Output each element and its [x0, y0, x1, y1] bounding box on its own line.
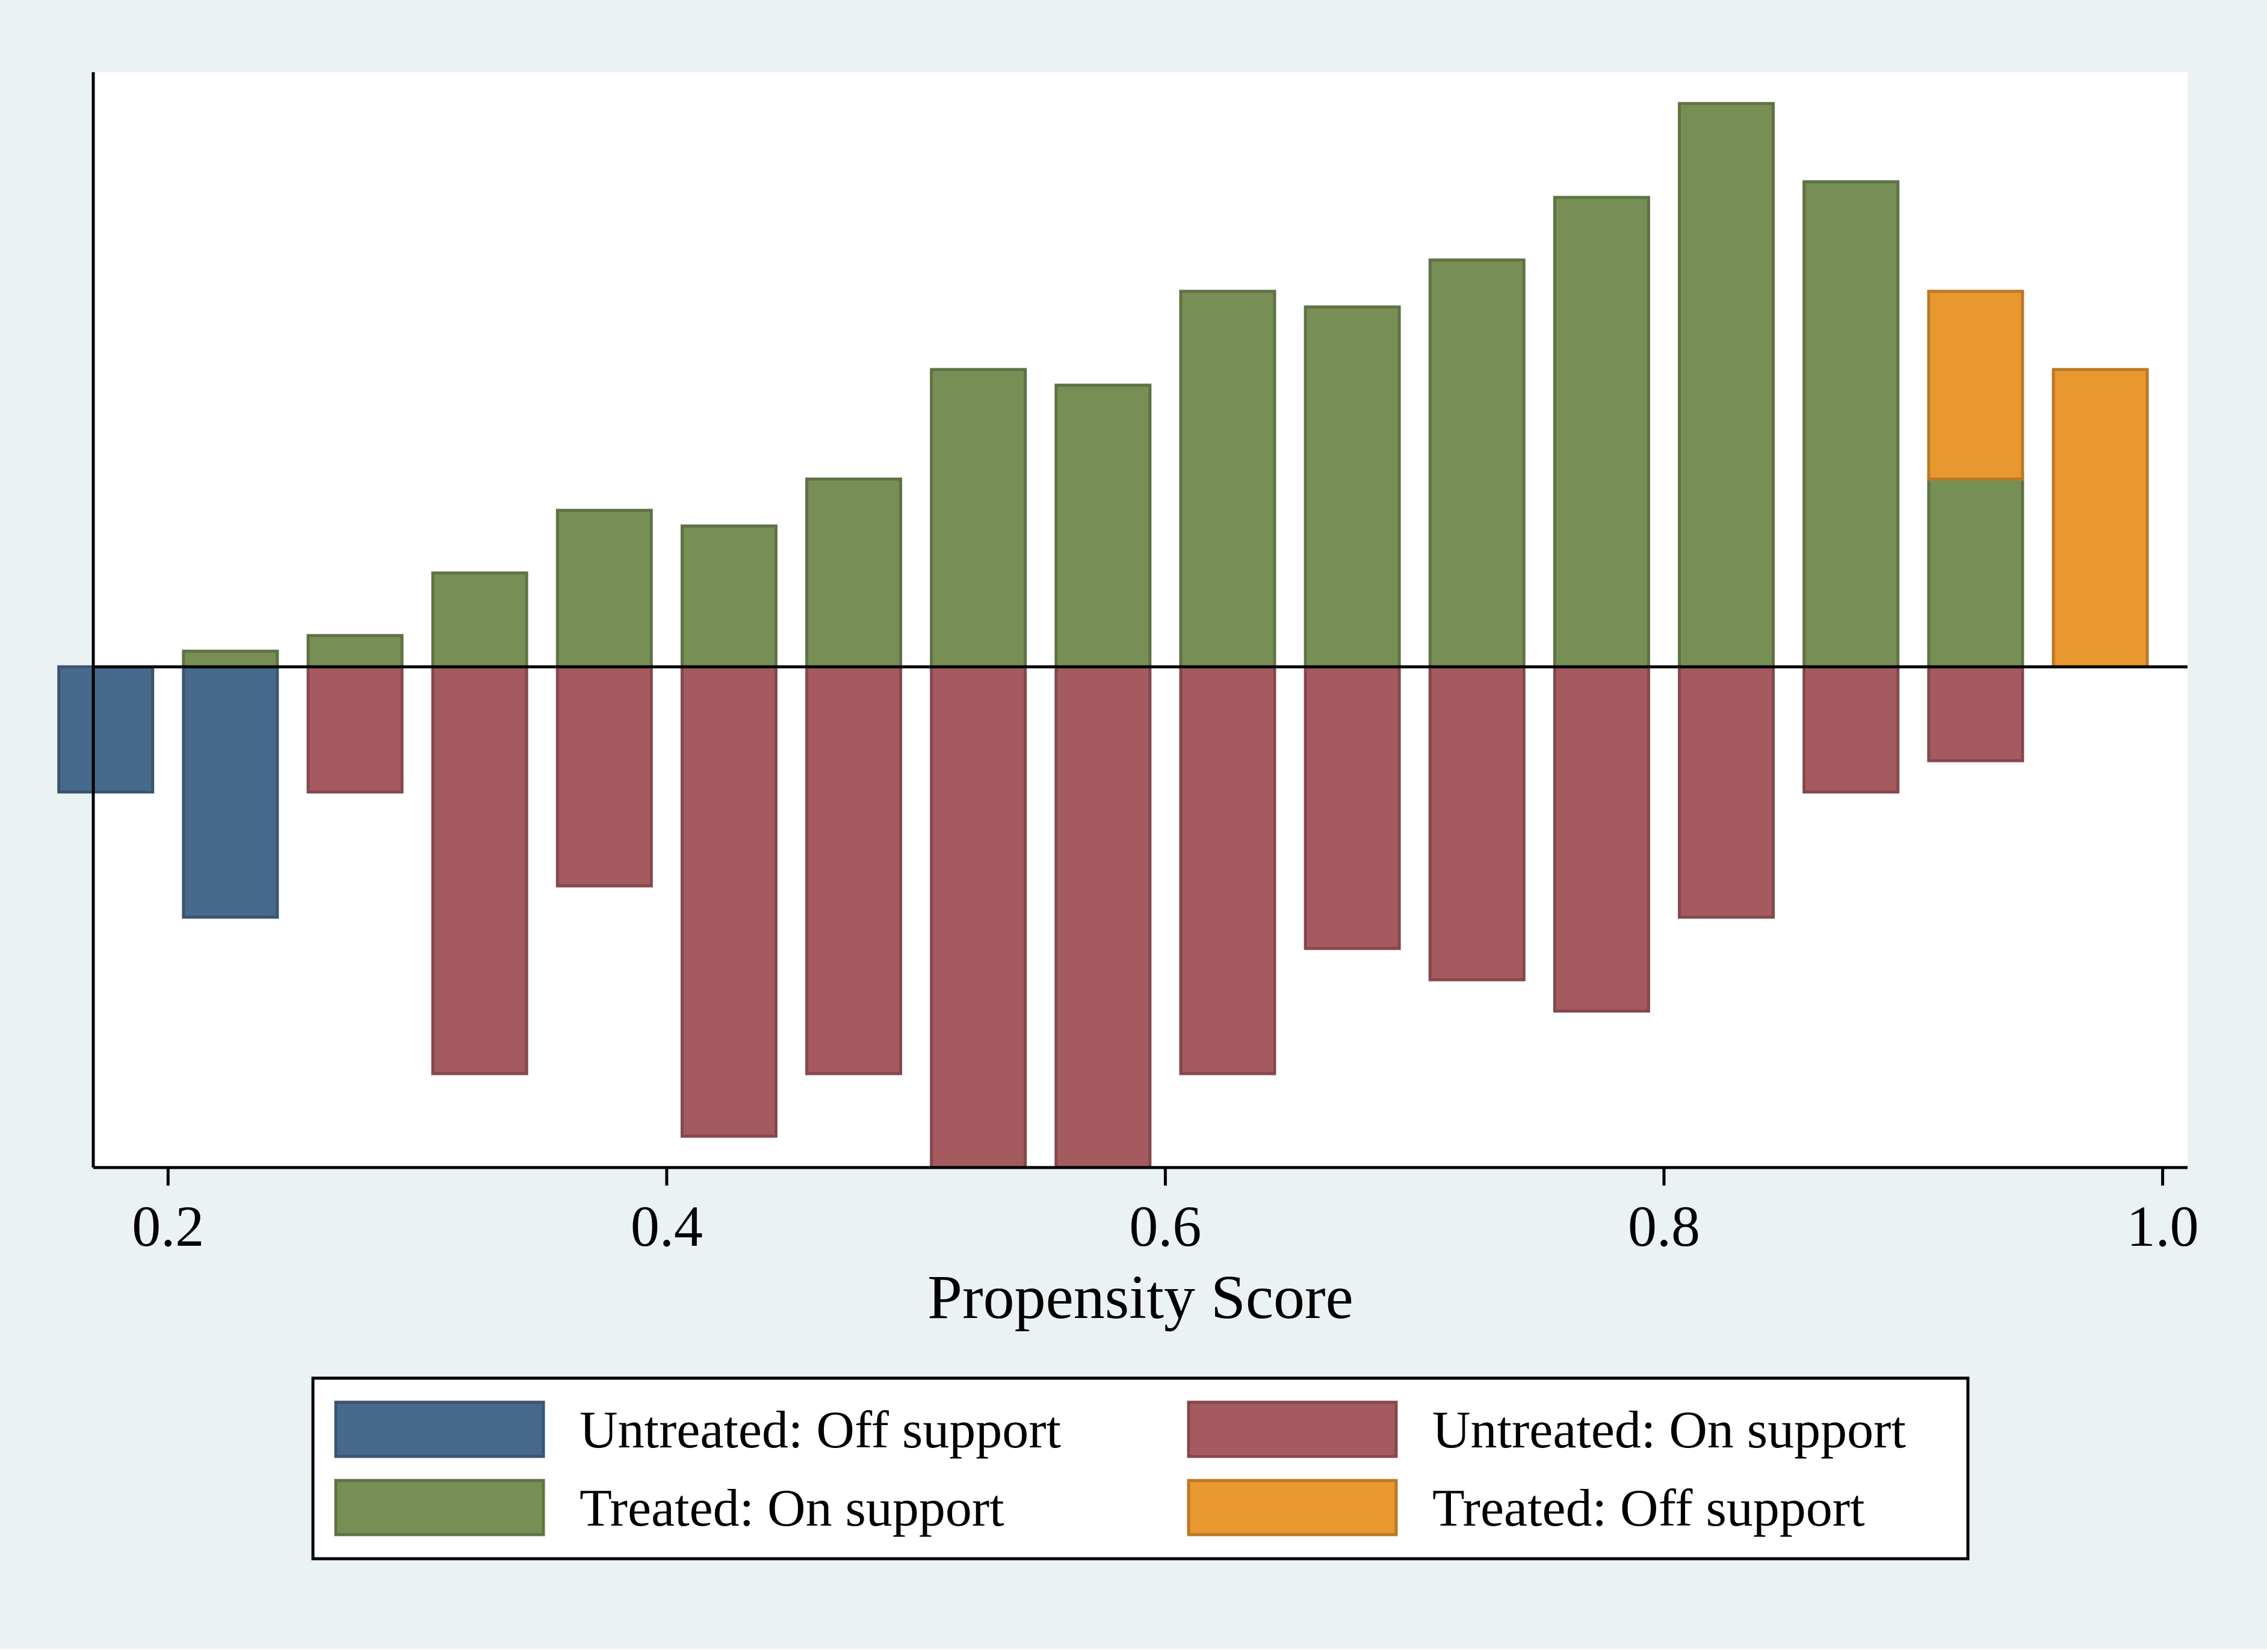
legend-label-treated-off-support: Treated: Off support: [1432, 1479, 1865, 1538]
x-tick-label: 1.0: [2127, 1194, 2199, 1258]
legend-swatch-treated-on-support: [334, 1479, 545, 1536]
bar-untreated-on-support-9: [1179, 665, 1276, 1075]
bar-untreated-off-support-1: [182, 665, 279, 919]
x-tick-label: 0.4: [631, 1194, 703, 1258]
bar-untreated-on-support-10: [1304, 665, 1401, 950]
bar-untreated-on-support-6: [805, 665, 903, 1075]
bar-treated-on-support-10: [1304, 305, 1401, 669]
legend-swatch-untreated-on-support: [1187, 1400, 1398, 1458]
bar-treated-on-support-14: [1802, 180, 1900, 669]
bar-treated-on-support-8: [1054, 383, 1152, 669]
x-tick-label: 0.2: [132, 1194, 204, 1258]
bar-untreated-on-support-14: [1802, 665, 1900, 794]
bar-treated-on-support-2: [306, 634, 404, 669]
plot-region: 0.2 0.4 0.6 0.8 1.0: [57, 72, 2199, 1258]
bar-treated-on-support-5: [680, 524, 778, 669]
legend-box: [311, 1376, 1970, 1561]
legend-label-treated-on-support: Treated: On support: [580, 1479, 1004, 1538]
bar-untreated-off-support-0: [57, 665, 155, 794]
bar-untreated-on-support-13: [1678, 665, 1775, 919]
bar-untreated-on-support-4: [555, 665, 653, 888]
legend-label-untreated-off-support: Untreated: Off support: [580, 1401, 1061, 1459]
bar-untreated-on-support-7: [930, 665, 1027, 1169]
bar-untreated-on-support-2: [306, 665, 404, 794]
bar-treated-on-support-12: [1553, 196, 1650, 669]
bar-treated-on-support-3: [431, 571, 528, 669]
bar-untreated-on-support-8: [1054, 665, 1152, 1169]
legend-entries: Untreated: Off support Untreated: On supp…: [334, 1400, 1906, 1538]
bar-treated-off-support-15: [1927, 289, 2024, 481]
bar-treated-on-support-6: [805, 477, 903, 669]
bar-untreated-on-support-12: [1553, 665, 1650, 1013]
bar-treated-off-support-16: [2052, 368, 2149, 669]
bar-treated-on-support-9: [1179, 289, 1276, 669]
legend-swatch-untreated-off-support: [334, 1400, 545, 1458]
bar-treated-on-support-1: [182, 649, 279, 669]
x-axis-title: Propensity Score: [927, 1263, 1353, 1332]
bar-untreated-on-support-15: [1927, 665, 2024, 763]
bar-treated-on-support-7: [930, 368, 1027, 669]
bars-layer: [57, 102, 2149, 1169]
bar-treated-on-support-4: [555, 509, 653, 669]
x-axis-ticks: 0.2 0.4 0.6 0.8 1.0: [132, 1168, 2199, 1258]
bar-treated-on-support-11: [1428, 258, 1526, 669]
x-tick-label: 0.8: [1628, 1194, 1700, 1258]
bar-untreated-on-support-5: [680, 665, 778, 1138]
bar-treated-on-support-15: [1927, 477, 2024, 669]
legend: Untreated: Off support Untreated: On supp…: [311, 1376, 1970, 1561]
bar-untreated-on-support-11: [1428, 665, 1526, 982]
legend-label-untreated-on-support: Untreated: On support: [1432, 1401, 1906, 1459]
bar-treated-on-support-13: [1678, 102, 1775, 669]
bar-untreated-on-support-3: [431, 665, 528, 1075]
x-tick-label: 0.6: [1129, 1194, 1201, 1258]
legend-swatch-treated-off-support: [1187, 1479, 1398, 1536]
